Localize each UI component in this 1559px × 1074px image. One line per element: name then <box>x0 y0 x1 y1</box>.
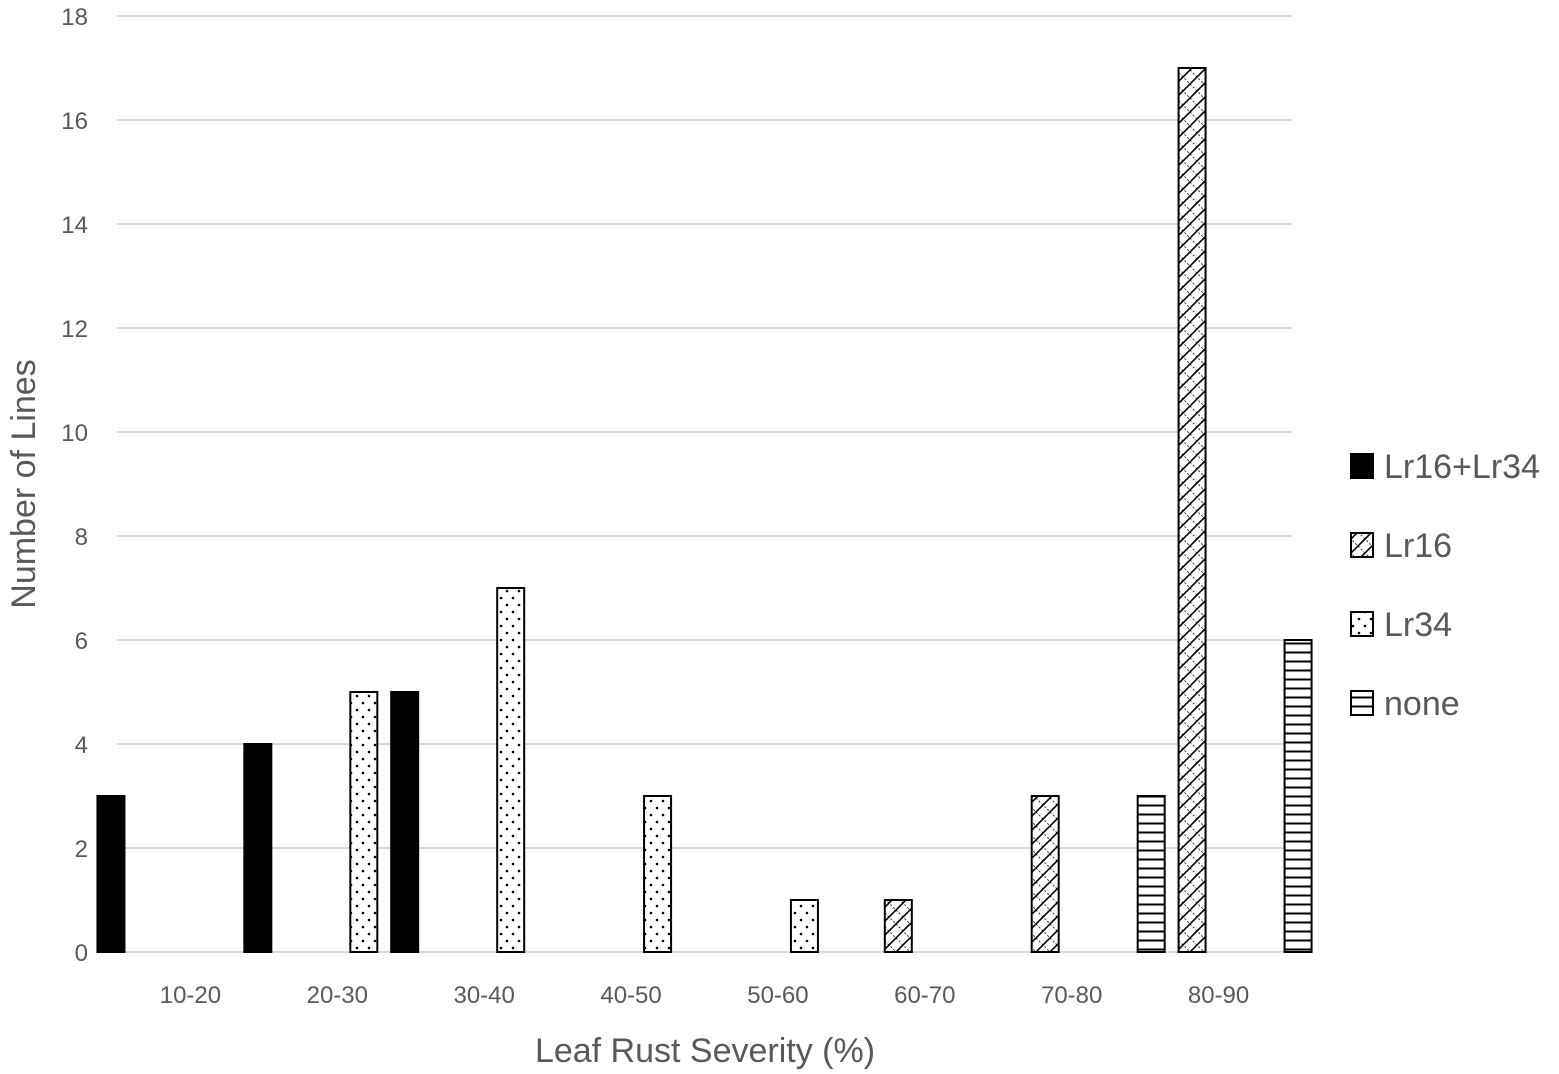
y-tick-label: 14 <box>61 212 88 239</box>
x-tick-label: 50-60 <box>747 982 808 1009</box>
bar-none <box>1283 639 1313 953</box>
y-tick-label: 4 <box>75 732 88 759</box>
legend: Lr16+Lr34 Lr16 Lr34 none <box>1350 448 1540 723</box>
legend-label: Lr34 <box>1384 606 1452 644</box>
x-tick-label: 80-90 <box>1188 982 1249 1009</box>
bar-lr34 <box>349 691 379 953</box>
y-axis-ticks: 0 2 4 6 8 10 12 14 16 18 <box>61 4 88 967</box>
bar-lr16-lr34 <box>390 691 420 953</box>
bar-lr16-lr34 <box>96 795 126 953</box>
y-tick-label: 10 <box>61 420 88 447</box>
bars <box>96 67 1313 953</box>
x-tick-label: 30-40 <box>453 982 514 1009</box>
x-tick-label: 20-30 <box>307 982 368 1009</box>
legend-swatch <box>1350 611 1374 637</box>
x-tick-label: 70-80 <box>1041 982 1102 1009</box>
bar-lr16-lr34 <box>243 743 273 953</box>
y-tick-label: 8 <box>75 524 88 551</box>
bar-lr16 <box>883 899 913 953</box>
y-tick-label: 6 <box>75 628 88 655</box>
x-tick-label: 10-20 <box>160 982 221 1009</box>
y-tick-label: 0 <box>75 940 88 967</box>
y-tick-label: 18 <box>61 4 88 31</box>
x-tick-label: 40-50 <box>600 982 661 1009</box>
legend-label: Lr16+Lr34 <box>1384 448 1540 486</box>
bar-none <box>1136 795 1166 953</box>
x-tick-label: 60-70 <box>894 982 955 1009</box>
bar-lr34 <box>643 795 673 953</box>
x-axis-title: Leaf Rust Severity (%) <box>535 1032 875 1070</box>
bar-lr16 <box>1177 67 1207 953</box>
gridlines <box>117 15 1292 953</box>
y-tick-label: 16 <box>61 108 88 135</box>
legend-swatch <box>1350 690 1374 716</box>
y-tick-label: 2 <box>75 836 88 863</box>
y-axis-title: Number of Lines <box>5 359 43 608</box>
x-axis-ticks: 10-20 20-30 30-40 40-50 50-60 60-70 70-80 80-90 <box>160 982 1250 1009</box>
y-tick-label: 12 <box>61 316 88 343</box>
bar-lr34 <box>789 899 819 953</box>
bar-lr34 <box>496 587 526 953</box>
bar-lr16 <box>1030 795 1060 953</box>
legend-swatch <box>1350 453 1374 479</box>
legend-swatch <box>1350 532 1374 558</box>
legend-label: Lr16 <box>1384 527 1452 565</box>
legend-label: none <box>1384 685 1460 723</box>
